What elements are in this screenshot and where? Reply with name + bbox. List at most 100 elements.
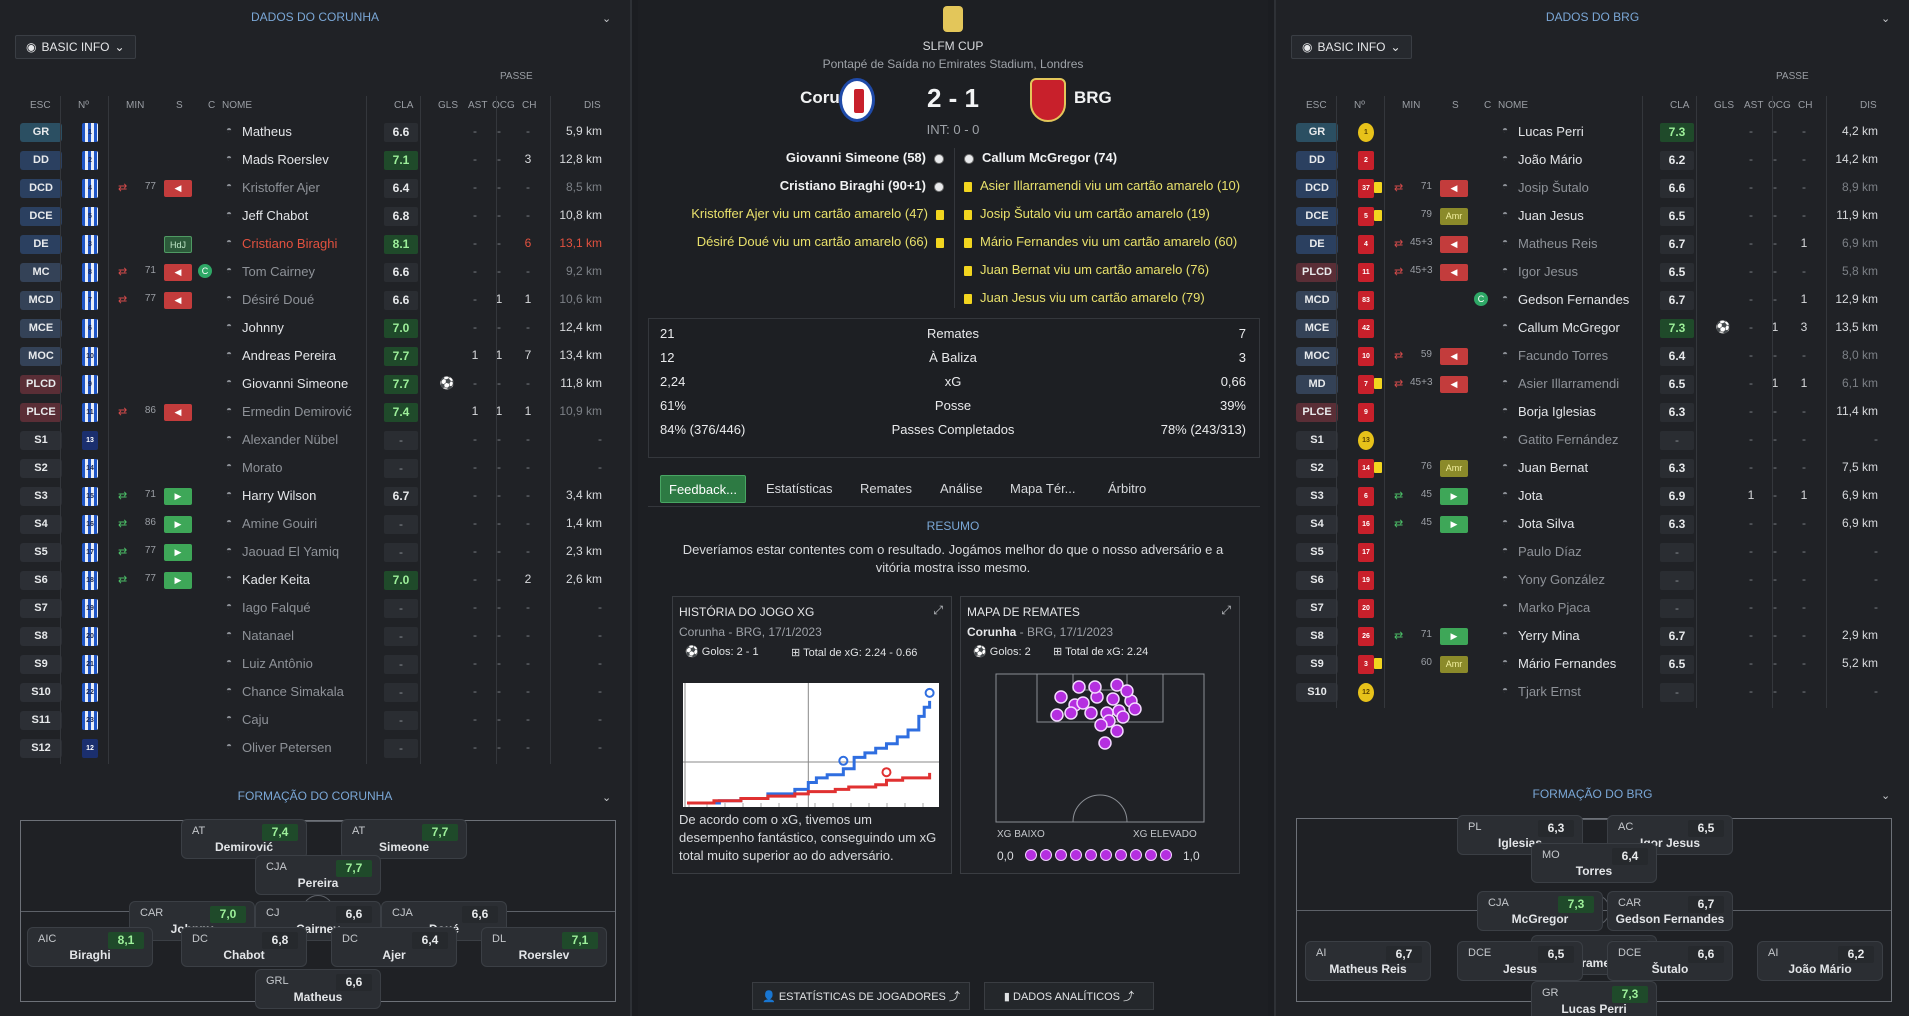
formation-player[interactable]: DL 7,1 Roerslev [481, 927, 607, 967]
expand-icon[interactable]: ⤢ [933, 603, 943, 617]
player-name[interactable]: Tom Cairney [242, 264, 315, 279]
player-name[interactable]: Johnny [242, 320, 284, 335]
player-name[interactable]: Gedson Fernandes [1518, 292, 1630, 307]
tab-3[interactable]: Análise [940, 481, 983, 496]
player-row[interactable]: S12 12 ◓ Oliver Petersen - - - - - [0, 734, 630, 762]
player-name[interactable]: João Mário [1518, 152, 1583, 167]
formation-player[interactable]: CJA 7,7 Pereira [255, 855, 381, 895]
player-name[interactable]: Luiz Antônio [242, 656, 313, 671]
formation-player[interactable]: AIC 8,1 Biraghi [27, 927, 153, 967]
player-row[interactable]: S5 17 ◓ Paulo Díaz - - - - - [1276, 538, 1909, 566]
chevron-down-icon[interactable]: ⌄ [1881, 13, 1891, 25]
player-row[interactable]: S8 20 ◓ Natanael - - - - - [0, 622, 630, 650]
formation-player[interactable]: DC 6,8 Chabot [181, 927, 307, 967]
player-name[interactable]: Kader Keita [242, 572, 310, 587]
player-name[interactable]: Josip Šutalo [1518, 180, 1589, 195]
tab-5[interactable]: Árbitro [1108, 481, 1147, 496]
player-name[interactable]: Yerry Mina [1518, 628, 1580, 643]
player-name[interactable]: Jota [1518, 488, 1543, 503]
player-row[interactable]: MCE 42 ◓ Callum McGregor 7.3 ⚽ - 1 3 13,5 km [1276, 314, 1909, 342]
player-row[interactable]: S4 16 ⇄ 86 ▶ ◓ Amine Gouiri - - - - 1,4 km [0, 510, 630, 538]
player-row[interactable]: GR 1 ◓ Matheus 6.6 - - - 5,9 km [0, 118, 630, 146]
player-name[interactable]: Borja Iglesias [1518, 404, 1597, 419]
player-name[interactable]: Morato [242, 460, 283, 475]
player-row[interactable]: S3 6 ⇄ 45 ▶ ◓ Jota 6.9 1 - 1 6,9 km [1276, 482, 1909, 510]
chevron-down-icon[interactable]: ⌄ [602, 792, 612, 804]
player-row[interactable]: PLCD 11 ⇄ 45+3 ◀ ◓ Igor Jesus 6.5 - - - 5,8 km [1276, 258, 1909, 286]
formation-player[interactable]: CJA 7,3 McGregor [1477, 891, 1603, 931]
player-row[interactable]: S9 21 ◓ Luiz Antônio - - - - - [0, 650, 630, 678]
basic-info-dropdown[interactable]: ◉ BASIC INFO ⌄ [1291, 35, 1412, 59]
player-row[interactable]: S6 19 ◓ Yony González - - - - - [1276, 566, 1909, 594]
player-name[interactable]: Oliver Petersen [242, 740, 332, 755]
player-row[interactable]: MCD 83 C ◓ Gedson Fernandes 6.7 - - 1 12,9 km [1276, 286, 1909, 314]
chevron-down-icon[interactable]: ⌄ [1881, 790, 1891, 802]
player-name[interactable]: Paulo Díaz [1518, 544, 1582, 559]
player-row[interactable]: S1 13 ◓ Alexander Nübel - - - - - [0, 426, 630, 454]
formation-player[interactable]: AI 6,2 João Mário [1757, 941, 1883, 981]
player-row[interactable]: PLCE 9 ◓ Borja Iglesias 6.3 - - - 11,4 km [1276, 398, 1909, 426]
formation-player[interactable]: GRL 6,6 Matheus [255, 969, 381, 1009]
tab-2[interactable]: Remates [860, 481, 913, 496]
tab-1[interactable]: Estatísticas [766, 481, 833, 496]
player-name[interactable]: Natanael [242, 628, 295, 643]
player-row[interactable]: DE 4 ⇄ 45+3 ◀ ◓ Matheus Reis 6.7 - - 1 6,9 km [1276, 230, 1909, 258]
player-row[interactable]: PLCE 11 ⇄ 86 ◀ ◓ Ermedin Demirović 7.4 1 1 1 10,9 k… [0, 398, 630, 426]
player-row[interactable]: DD 2 ◓ João Mário 6.2 - - - 14,2 km [1276, 146, 1909, 174]
player-row[interactable]: MCE 6 ◓ Johnny 7.0 - - - 12,4 km [0, 314, 630, 342]
tab-4[interactable]: Mapa Tér... [1010, 481, 1076, 496]
player-row[interactable]: S11 23 ◓ Caju - - - - - [0, 706, 630, 734]
player-row[interactable]: DCE 5 79 Amr ◓ Juan Jesus 6.5 - - - 11,9 km [1276, 202, 1909, 230]
formation-player[interactable]: GR 7,3 Lucas Perri [1531, 981, 1657, 1016]
player-name[interactable]: Kristoffer Ajer [242, 180, 320, 195]
formation-player[interactable]: AT 7,4 Demirović [181, 819, 307, 859]
player-name[interactable]: Matheus Reis [1518, 236, 1598, 251]
player-name[interactable]: Asier Illarramendi [1518, 376, 1620, 391]
player-name[interactable]: Marko Pjaca [1518, 600, 1591, 615]
formation-player[interactable]: AC 6,5 Igor Jesus [1607, 815, 1733, 855]
player-row[interactable]: S7 20 ◓ Marko Pjaca - - - - - [1276, 594, 1909, 622]
player-name[interactable]: Giovanni Simeone [242, 376, 349, 391]
player-name[interactable]: Tjark Ernst [1518, 684, 1581, 699]
player-name[interactable]: Mads Roerslev [242, 152, 329, 167]
formation-player[interactable]: AT 7,7 Simeone [341, 819, 467, 859]
player-row[interactable]: DCD 4 ⇄ 77 ◀ ◓ Kristoffer Ajer 6.4 - - - 8,5 km [0, 174, 630, 202]
player-name[interactable]: Lucas Perri [1518, 124, 1584, 139]
formation-player[interactable]: AI 6,7 Matheus Reis [1305, 941, 1431, 981]
formation-player[interactable]: MO 6,4 Torres [1531, 843, 1657, 883]
formation-player[interactable]: CAR 6,7 Gedson Fernandes [1607, 891, 1733, 931]
player-name[interactable]: Iago Falqué [242, 600, 311, 615]
player-row[interactable]: DE 3 HdJ ◓ Cristiano Biraghi 8.1 - - 6 13,1 km [0, 230, 630, 258]
player-name[interactable]: Chance Simakala [242, 684, 344, 699]
player-row[interactable]: MOC 10 ◓ Andreas Pereira 7.7 1 1 7 13,4 km [0, 342, 630, 370]
formation-player[interactable]: DC 6,4 Ajer [331, 927, 457, 967]
formation-player[interactable]: DCE 6,6 Šutalo [1607, 941, 1733, 981]
player-stats-button[interactable]: 👤 ESTATÍSTICAS DE JOGADORES ⤴ [752, 982, 970, 1010]
player-row[interactable]: S5 17 ⇄ 77 ▶ ◓ Jaouad El Yamiq - - - - 2,3 km [0, 538, 630, 566]
analytics-button[interactable]: ▮ DADOS ANALÍTICOS ⤴ [984, 982, 1154, 1010]
player-row[interactable]: S4 16 ⇄ 45 ▶ ◓ Jota Silva 6.3 - - - 6,9 km [1276, 510, 1909, 538]
player-row[interactable]: S2 14 76 Amr ◓ Juan Bernat 6.3 - - - 7,5 km [1276, 454, 1909, 482]
player-name[interactable]: Désiré Doué [242, 292, 315, 307]
player-name[interactable]: Callum McGregor [1518, 320, 1620, 335]
player-row[interactable]: S10 22 ◓ Chance Simakala - - - - - [0, 678, 630, 706]
xg-story-card[interactable]: HISTÓRIA DO JOGO XG ⤢ Corunha - BRG, 17/… [672, 596, 952, 874]
player-row[interactable]: MC 8 ⇄ 71 ◀ C ◓ Tom Cairney 6.6 - - - 9,2 km [0, 258, 630, 286]
player-name[interactable]: Juan Jesus [1518, 208, 1584, 223]
player-row[interactable]: S2 14 ◓ Morato - - - - - [0, 454, 630, 482]
player-row[interactable]: MOC 10 ⇄ 59 ◀ ◓ Facundo Torres 6.4 - - - 8,0 km [1276, 342, 1909, 370]
player-name[interactable]: Matheus [242, 124, 292, 139]
player-name[interactable]: Jota Silva [1518, 516, 1575, 531]
player-row[interactable]: DCD 37 ⇄ 71 ◀ ◓ Josip Šutalo 6.6 - - - 8,9 km [1276, 174, 1909, 202]
player-name[interactable]: Amine Gouiri [242, 516, 318, 531]
chevron-down-icon[interactable]: ⌄ [602, 13, 612, 25]
player-row[interactable]: S8 26 ⇄ 71 ▶ ◓ Yerry Mina 6.7 - - - 2,9 km [1276, 622, 1909, 650]
player-row[interactable]: S6 18 ⇄ 77 ▶ ◓ Kader Keita 7.0 - - 2 2,6 km [0, 566, 630, 594]
player-row[interactable]: S1 13 ◓ Gatito Fernández - - - - - [1276, 426, 1909, 454]
player-row[interactable]: MD 7 ⇄ 45+3 ◀ ◓ Asier Illarramendi 6.5 - 1 1 6,1 km [1276, 370, 1909, 398]
player-row[interactable]: S7 19 ◓ Iago Falqué - - - - - [0, 594, 630, 622]
player-row[interactable]: S10 12 ◓ Tjark Ernst - - - - - [1276, 678, 1909, 706]
player-name[interactable]: Mário Fernandes [1518, 656, 1617, 671]
basic-info-dropdown[interactable]: ◉ BASIC INFO ⌄ [15, 35, 136, 59]
expand-icon[interactable]: ⤢ [1221, 603, 1231, 617]
